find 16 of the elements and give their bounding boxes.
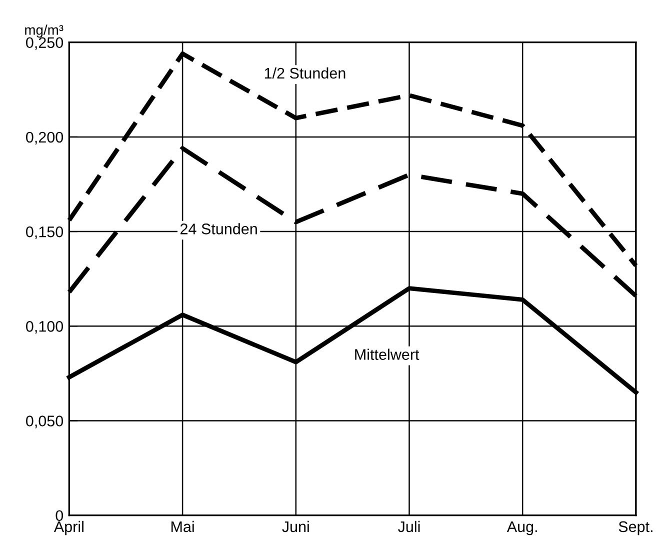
- x-tick-label: Sept.: [618, 521, 652, 536]
- y-axis-title: mg/m³: [25, 24, 64, 38]
- y-tick-label: 0: [56, 510, 64, 522]
- x-tick-label: Aug.: [506, 521, 537, 536]
- x-tick-label: April: [54, 520, 84, 536]
- y-tick-label: 0,100: [26, 321, 64, 334]
- series-label: 1/2 Stunden: [264, 67, 346, 79]
- y-tick-label: 0,250: [26, 37, 64, 50]
- y-tick-label: 0,200: [26, 132, 64, 144]
- x-tick-label: Juni: [282, 520, 309, 532]
- y-tick-label: 0,050: [26, 416, 64, 428]
- y-tick-label: 0,150: [26, 226, 64, 240]
- x-tick-label: Juli: [398, 520, 420, 532]
- series-label: 24 Stunden: [180, 223, 257, 234]
- x-tick-label: Mai: [171, 520, 194, 532]
- series-label: Mittelwert: [355, 348, 420, 360]
